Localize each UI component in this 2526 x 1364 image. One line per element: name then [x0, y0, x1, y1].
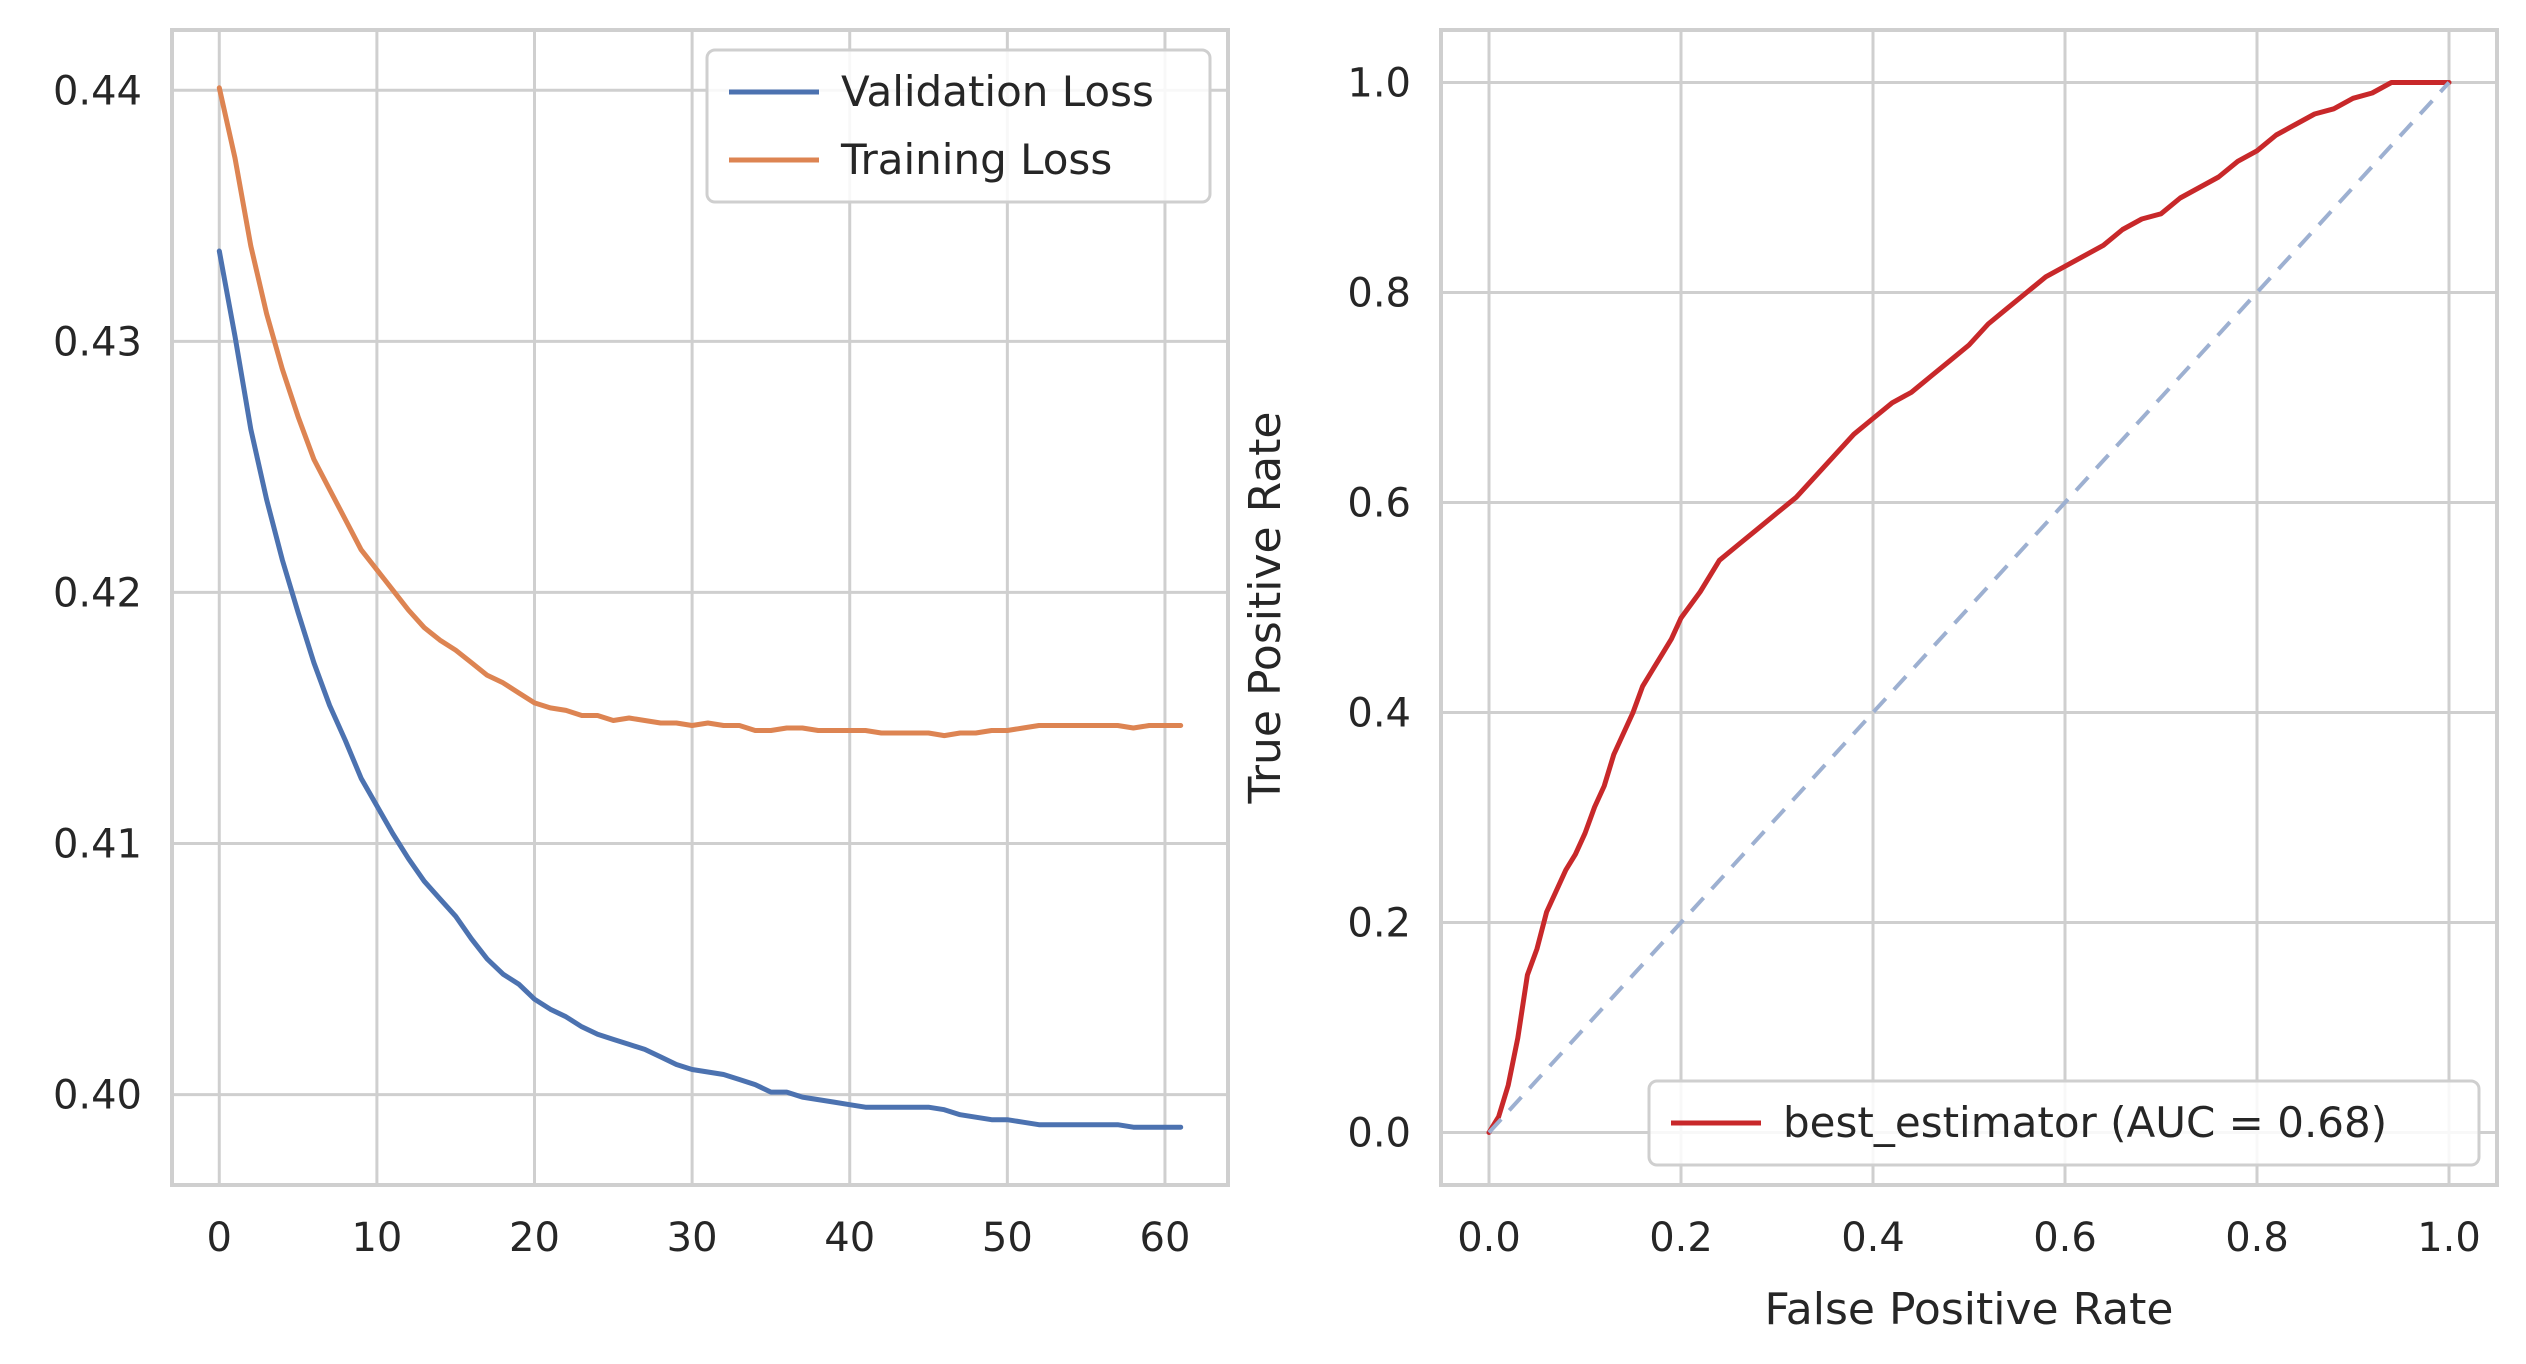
loss-chart-y-tick-label: 0.43 [53, 319, 142, 365]
loss-chart-x-tick-label: 20 [509, 1215, 560, 1261]
roc-chart-legend-label: best_estimator (AUC = 0.68) [1783, 1098, 2387, 1147]
loss-chart: 0 10 20 30 40 50 60 0.40 0.41 0.42 0.43 0.44 Valida… [53, 28, 1230, 1261]
roc-chart-y-tick-label: 0.0 [1347, 1111, 1411, 1157]
roc-chart-x-tick-label: 0.4 [1841, 1215, 1905, 1261]
roc-chart-x-tick-label: 0.8 [2225, 1215, 2289, 1261]
roc-chart-legend: best_estimator (AUC = 0.68) [1647, 1079, 2481, 1167]
loss-chart-series [216, 85, 1184, 1130]
roc-chart-y-tick-label: 1.0 [1347, 61, 1411, 107]
loss-chart-legend-label: Validation Loss [841, 67, 1154, 116]
roc-chart-y-axis-title: True Positive Rate [1240, 412, 1291, 805]
loss-chart-x-tick-label: 10 [351, 1215, 402, 1261]
loss-chart-y-tick-label: 0.42 [53, 570, 142, 616]
loss-chart-series-line-1 [216, 85, 1184, 739]
roc-chart-ticks: 0.0 0.2 0.4 0.6 0.8 1.0 0.0 0.2 0.4 0.6 0.8 1.0 [1347, 61, 2480, 1262]
roc-chart-series-line-0 [1486, 80, 2452, 1135]
loss-chart-ticks: 0 10 20 30 40 50 60 0.40 0.41 0.42 0.43 0.44 [53, 68, 1190, 1261]
roc-chart-y-tick-label: 0.8 [1347, 271, 1411, 317]
roc-chart-y-tick-label: 0.6 [1347, 481, 1411, 527]
roc-chart-x-tick-label: 0.6 [2033, 1215, 2097, 1261]
roc-chart-series-line-1 [1487, 81, 2451, 1134]
loss-chart-y-tick-label: 0.44 [53, 68, 142, 114]
roc-chart-x-tick-label: 0.2 [1649, 1215, 1713, 1261]
loss-chart-legend-label: Training Loss [840, 135, 1112, 184]
loss-chart-legend-box [705, 48, 1212, 204]
roc-chart-x-tick-label: 0.0 [1457, 1215, 1521, 1261]
roc-chart-x-axis-title: False Positive Rate [1765, 1284, 2174, 1335]
loss-chart-series-line-0 [216, 248, 1184, 1130]
loss-chart-x-tick-label: 60 [1140, 1215, 1191, 1261]
loss-chart-y-tick-label: 0.40 [53, 1073, 142, 1119]
loss-chart-y-tick-label: 0.41 [53, 822, 142, 868]
roc-chart-series [1486, 80, 2452, 1135]
roc-chart-y-tick-label: 0.2 [1347, 901, 1411, 947]
loss-chart-x-tick-label: 40 [824, 1215, 875, 1261]
roc-chart-frame [1439, 28, 2499, 1187]
loss-chart-plot-area [172, 30, 1228, 1185]
loss-chart-x-tick-label: 50 [982, 1215, 1033, 1261]
roc-chart-y-tick-label: 0.4 [1347, 691, 1411, 737]
loss-chart-grid [172, 30, 1228, 1185]
loss-chart-x-tick-label: 0 [207, 1215, 232, 1261]
roc-chart: 0.0 0.2 0.4 0.6 0.8 1.0 0.0 0.2 0.4 0.6 0.8 1.0 Fal… [1240, 28, 2499, 1335]
loss-chart-legend: Validation Loss Training Loss [705, 48, 1212, 204]
roc-chart-x-tick-label: 1.0 [2417, 1215, 2481, 1261]
roc-chart-legend-box [1647, 1079, 2481, 1167]
loss-chart-frame [170, 28, 1230, 1187]
loss-chart-x-tick-label: 30 [667, 1215, 718, 1261]
